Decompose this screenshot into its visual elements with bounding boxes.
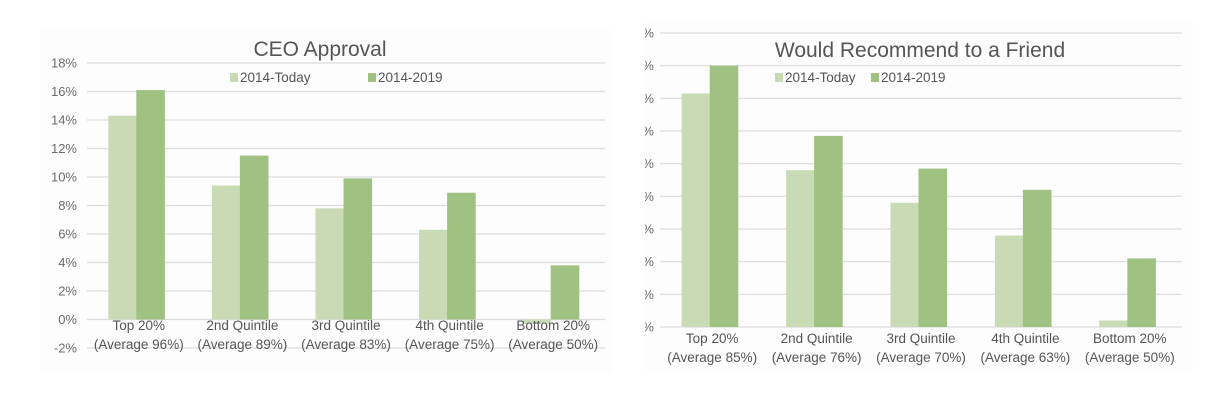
y-tick-label: 0% bbox=[58, 312, 77, 327]
y-tick-label: 18% bbox=[645, 26, 654, 41]
y-tick-label: 10% bbox=[645, 156, 654, 171]
bar-2014-today-2nd-quintile bbox=[786, 170, 815, 327]
y-tick-label: 2% bbox=[645, 287, 654, 302]
x-category-label: 3rd Quintile bbox=[886, 331, 955, 346]
y-axis-ticks: 0% 2% 4% 6% 8% 10% 12% 14% 16% 18% bbox=[645, 26, 654, 335]
bar-2014-2019-2nd-quintile bbox=[239, 155, 269, 320]
bar-2014-today-3rd-quintile bbox=[890, 202, 920, 327]
bar-2014-2019-top-20 bbox=[709, 65, 739, 327]
chart-panel-ceo-approval: -2% 0% 2% 4% 6% 8% 10% 12% 14% 16% 18% Top 20% (Ave… bbox=[40, 30, 612, 372]
x-category-sublabel: (Average 50%) bbox=[508, 337, 598, 352]
chart-title: CEO Approval bbox=[253, 38, 386, 61]
x-category-label: 3rd Quintile bbox=[311, 318, 380, 333]
x-axis-categories: Top 20% (Average 85%) 2nd Quintile (Average… bbox=[667, 331, 1174, 365]
y-tick-label: 18% bbox=[51, 56, 77, 71]
legend-swatch-2014-2019 bbox=[368, 73, 376, 82]
bar-2014-2019-4th-quintile bbox=[447, 192, 476, 320]
legend-label-2014-2019: 2014-2019 bbox=[378, 70, 443, 85]
y-tick-label: 4% bbox=[58, 255, 77, 270]
x-category-label: 4th Quintile bbox=[415, 318, 483, 333]
x-category-sublabel: (Average 63%) bbox=[980, 350, 1070, 365]
legend-label-2014-today: 2014-Today bbox=[785, 70, 856, 85]
bars bbox=[108, 90, 580, 324]
x-category-label: Bottom 20% bbox=[1093, 331, 1167, 346]
legend-label-2014-today: 2014-Today bbox=[240, 70, 311, 85]
legend: 2014-Today 2014-2019 bbox=[775, 70, 946, 85]
bar-2014-2019-3rd-quintile bbox=[343, 178, 373, 320]
bar-2014-today-top-20 bbox=[681, 93, 711, 327]
bar-2014-today-4th-quintile bbox=[419, 229, 448, 320]
bar-2014-today-top-20 bbox=[108, 115, 137, 320]
bar-2014-2019-4th-quintile bbox=[1022, 189, 1052, 327]
legend: 2014-Today 2014-2019 bbox=[230, 70, 443, 85]
bar-2014-today-bottom-20 bbox=[1099, 320, 1128, 327]
x-category-label: 2nd Quintile bbox=[206, 318, 278, 333]
x-category-sublabel: (Average 83%) bbox=[301, 337, 391, 352]
x-category-label: Top 20% bbox=[113, 318, 166, 333]
bar-2014-today-bottom-20 bbox=[522, 319, 552, 324]
y-tick-label: 16% bbox=[51, 84, 77, 99]
y-tick-label: 8% bbox=[645, 189, 654, 204]
bar-2014-2019-bottom-20 bbox=[550, 265, 580, 320]
bar-2014-today-4th-quintile bbox=[994, 235, 1024, 327]
x-category-label: 4th Quintile bbox=[991, 331, 1059, 346]
y-tick-label: 2% bbox=[58, 284, 77, 299]
y-tick-label: 10% bbox=[51, 170, 77, 185]
y-tick-label: 12% bbox=[645, 124, 654, 139]
x-category-sublabel: (Average 70%) bbox=[876, 350, 966, 365]
y-tick-label: 14% bbox=[51, 113, 77, 128]
legend-label-2014-2019: 2014-2019 bbox=[881, 70, 946, 85]
x-category-sublabel: (Average 85%) bbox=[667, 350, 757, 365]
x-axis-categories: Top 20% (Average 96%) 2nd Quintile (Average… bbox=[94, 318, 598, 352]
legend-swatch-2014-2019 bbox=[871, 73, 879, 82]
y-tick-label: 8% bbox=[58, 198, 77, 213]
chart-ceo-approval: -2% 0% 2% 4% 6% 8% 10% 12% 14% 16% 18% Top 20% (Ave… bbox=[51, 38, 605, 356]
chart-title: Would Recommend to a Friend bbox=[775, 39, 1065, 62]
y-tick-label: 16% bbox=[645, 58, 654, 73]
legend-swatch-2014-today bbox=[775, 73, 783, 82]
x-category-label: 2nd Quintile bbox=[781, 331, 853, 346]
x-category-sublabel: (Average 75%) bbox=[405, 337, 495, 352]
bars bbox=[681, 65, 1156, 327]
legend-swatch-2014-today bbox=[230, 73, 238, 82]
x-category-sublabel: (Average 76%) bbox=[772, 350, 862, 365]
y-tick-label: 6% bbox=[58, 227, 77, 242]
y-tick-label: 14% bbox=[645, 91, 654, 106]
y-tick-label: 12% bbox=[51, 141, 77, 156]
chart-panel-would-recommend: 0% 2% 4% 6% 8% 10% 12% 14% 16% 18% Top 20% (Averag… bbox=[645, 20, 1193, 372]
bar-2014-2019-2nd-quintile bbox=[814, 135, 843, 327]
y-axis-ticks: -2% 0% 2% 4% 6% 8% 10% 12% 14% 16% 18% bbox=[51, 56, 77, 356]
y-tick-label: -2% bbox=[54, 341, 78, 356]
bar-2014-2019-3rd-quintile bbox=[918, 168, 948, 327]
bar-2014-today-3rd-quintile bbox=[315, 208, 345, 320]
x-category-sublabel: (Average 89%) bbox=[197, 337, 287, 352]
chart-would-recommend: 0% 2% 4% 6% 8% 10% 12% 14% 16% 18% Top 20% (Averag… bbox=[645, 26, 1182, 365]
bar-2014-2019-bottom-20 bbox=[1127, 258, 1156, 327]
x-category-sublabel: (Average 96%) bbox=[94, 337, 184, 352]
bar-2014-today-2nd-quintile bbox=[211, 185, 241, 320]
y-tick-label: 0% bbox=[645, 320, 654, 335]
x-category-sublabel: (Average 50%) bbox=[1085, 350, 1175, 365]
y-tick-label: 4% bbox=[645, 254, 654, 269]
x-category-label: Top 20% bbox=[686, 331, 739, 346]
y-tick-label: 6% bbox=[645, 222, 654, 237]
x-category-label: Bottom 20% bbox=[516, 318, 590, 333]
bar-2014-2019-top-20 bbox=[136, 90, 165, 320]
